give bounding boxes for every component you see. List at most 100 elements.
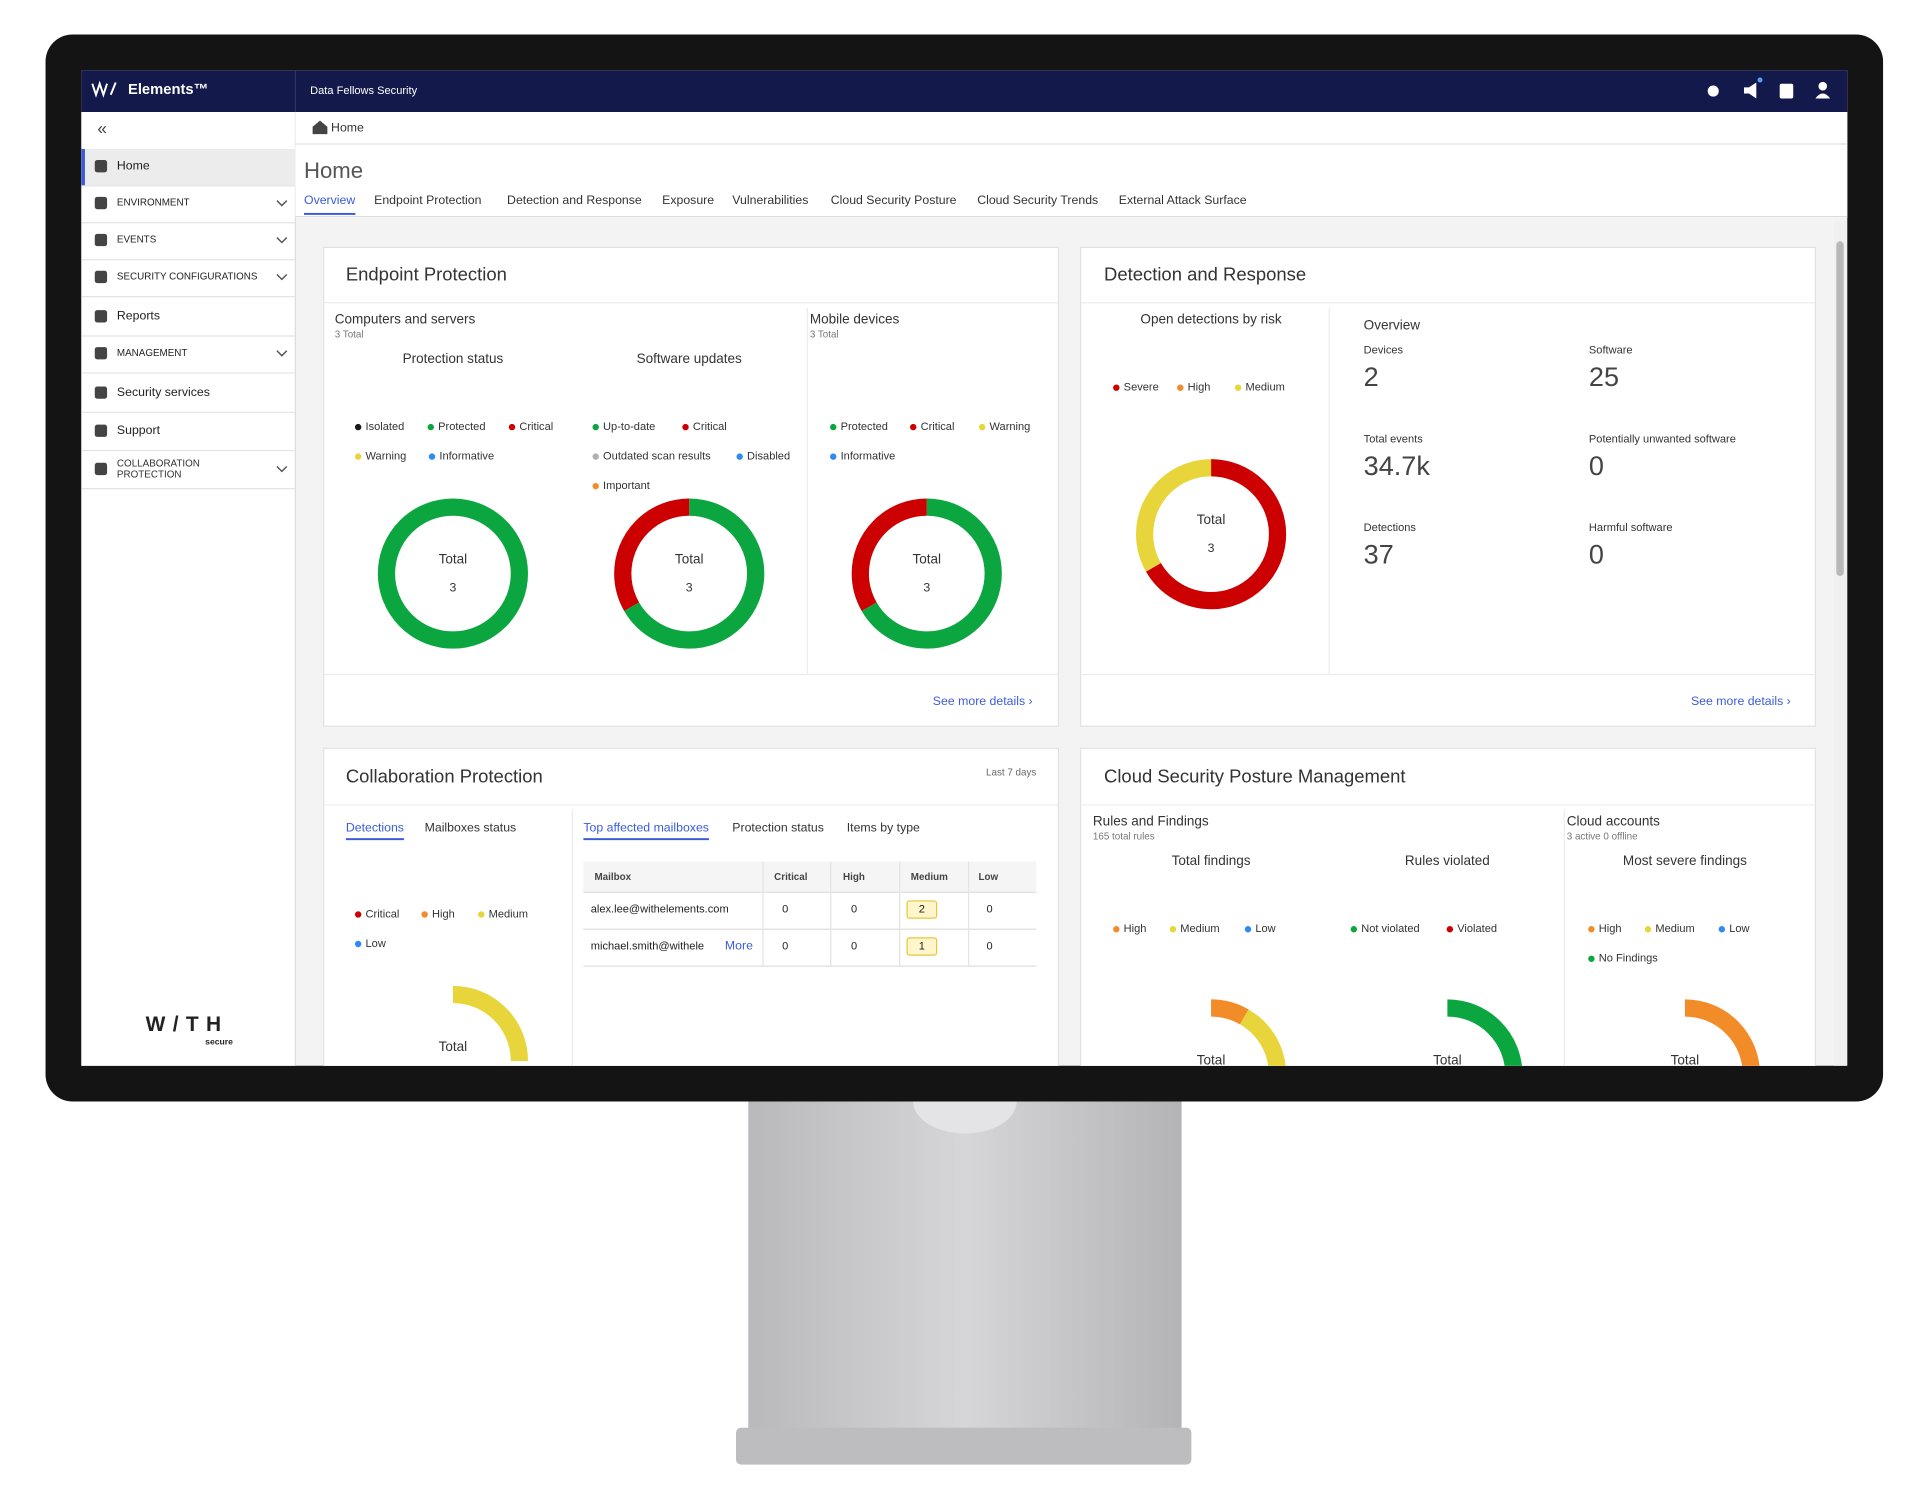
donut-arc	[1609, 999, 1761, 1066]
legend-label: Medium	[1655, 923, 1694, 935]
badge	[906, 937, 938, 956]
legend-label: High	[432, 908, 455, 920]
legend-label: High	[1599, 923, 1622, 935]
donut-segment	[1136, 459, 1287, 610]
section-subtitle: 165 total rules	[1093, 832, 1155, 843]
stat-value: 37	[1364, 538, 1394, 569]
tab[interactable]: Detections	[346, 821, 404, 835]
scroll-thumb[interactable]	[1836, 241, 1844, 577]
stat-label: Total events	[1364, 433, 1424, 445]
tab[interactable]: Overview	[304, 193, 355, 207]
legend-dot	[592, 453, 599, 460]
table-header-cell: Medium	[911, 872, 948, 883]
tab-underline	[303, 212, 356, 215]
section-title: Computers and servers	[335, 312, 476, 327]
chevron	[276, 350, 288, 357]
legend-dot	[736, 453, 743, 460]
tab[interactable]: Cloud Security Trends	[977, 193, 1098, 207]
table-cell: 0	[782, 903, 788, 915]
footer-logo-sub: secure	[205, 1037, 233, 1047]
nav-item[interactable]: Support	[117, 423, 161, 437]
page-title: Home	[304, 158, 363, 183]
legend-label: Outdated scan results	[603, 451, 711, 463]
tab[interactable]: External Attack Surface	[1119, 193, 1247, 207]
nav-item[interactable]: Home	[117, 158, 150, 172]
nav-icon	[94, 270, 108, 284]
section-title: Mobile devices	[810, 312, 900, 327]
tab[interactable]: Mailboxes status	[425, 821, 517, 835]
legend-label: Violated	[1457, 923, 1497, 935]
section-title: Cloud accounts	[1567, 814, 1660, 829]
collapse-button[interactable]: «	[97, 118, 107, 138]
table-cell: 0	[782, 940, 788, 952]
legend-dot	[830, 423, 837, 431]
legend-label: Important	[603, 480, 650, 492]
tab[interactable]: Vulnerabilities	[732, 193, 808, 207]
nav-item[interactable]: EVENTS	[117, 235, 157, 246]
table-cell: 2	[919, 903, 925, 915]
card-title: Endpoint Protection	[346, 264, 507, 285]
details-link[interactable]: See more details ›	[1691, 694, 1791, 708]
nav-item-label[interactable]: COLLABORATION PROTECTION	[116, 457, 200, 481]
donut-center-label: Total	[912, 552, 941, 567]
home-icon	[312, 120, 328, 135]
user-icon[interactable]	[1818, 81, 1828, 91]
legend-label: Medium	[489, 908, 528, 920]
table-header-cell: Critical	[774, 872, 808, 883]
table-cell: 1	[919, 940, 925, 952]
nav-icon	[94, 233, 108, 247]
tab[interactable]: Detection and Response	[507, 193, 642, 207]
stat-value: 25	[1589, 361, 1619, 392]
tab[interactable]: Protection status	[732, 821, 824, 835]
tab[interactable]: Exposure	[662, 193, 714, 207]
stat-value: 0	[1589, 538, 1604, 569]
legend-dot	[1644, 926, 1652, 933]
stat-value: 34.7k	[1364, 450, 1431, 481]
donut-arc	[1136, 999, 1287, 1066]
donut-center-label: Total	[439, 1039, 468, 1054]
stat-value: 2	[1364, 361, 1379, 392]
brand-logo	[91, 80, 117, 98]
stat-label: Harmful software	[1589, 522, 1673, 534]
chevron	[276, 237, 288, 244]
nav-item[interactable]: ENVIRONMENT	[117, 198, 190, 209]
table-cell: 0	[986, 903, 992, 915]
section-title: Overview	[1364, 318, 1421, 333]
announce-icon[interactable]	[1744, 82, 1757, 99]
tab[interactable]: Endpoint Protection	[374, 193, 481, 207]
bot-icon[interactable]	[1707, 85, 1719, 97]
section-subtitle: 3 Total	[810, 329, 839, 340]
nav-icon	[94, 196, 108, 210]
donut-total: 3	[450, 581, 457, 595]
donut-center-label: Total	[1671, 1053, 1700, 1068]
legend-label: Critical	[366, 908, 400, 920]
legend-label: Low	[1255, 923, 1276, 935]
nav-item[interactable]: Security services	[117, 385, 210, 399]
donut-center-label: Total	[675, 552, 704, 567]
nav-item[interactable]: MANAGEMENT	[117, 348, 187, 359]
nav-icon	[94, 160, 108, 173]
period: Last 7 days	[986, 768, 1036, 779]
legend-dot	[478, 911, 485, 918]
donut-center-label: Total	[1197, 512, 1226, 527]
legend-label: No Findings	[1599, 953, 1658, 965]
nav-item[interactable]: SECURITY CONFIGURATIONS	[117, 272, 258, 283]
section-subtitle: 3 active 0 offline	[1567, 832, 1638, 843]
nav-item[interactable]: Reports	[117, 309, 160, 323]
legend-dot	[427, 423, 434, 431]
dividers	[323, 302, 1816, 1066]
tab[interactable]: Items by type	[847, 821, 920, 835]
legend-label: Critical	[921, 421, 955, 433]
table-cell: 0	[851, 940, 857, 952]
help-icon[interactable]	[1779, 83, 1794, 99]
legend-label: Isolated	[366, 421, 405, 433]
tab[interactable]: Cloud Security Posture	[831, 193, 957, 207]
more-link[interactable]: More	[725, 939, 753, 953]
stat-value: 0	[1589, 450, 1604, 481]
tab[interactable]: Top affected mailboxes	[583, 821, 709, 835]
brand: Elements™	[128, 82, 208, 98]
legend-label: Up-to-date	[603, 421, 655, 433]
legend-dot	[592, 482, 599, 490]
details-link[interactable]: See more details ›	[933, 694, 1033, 708]
